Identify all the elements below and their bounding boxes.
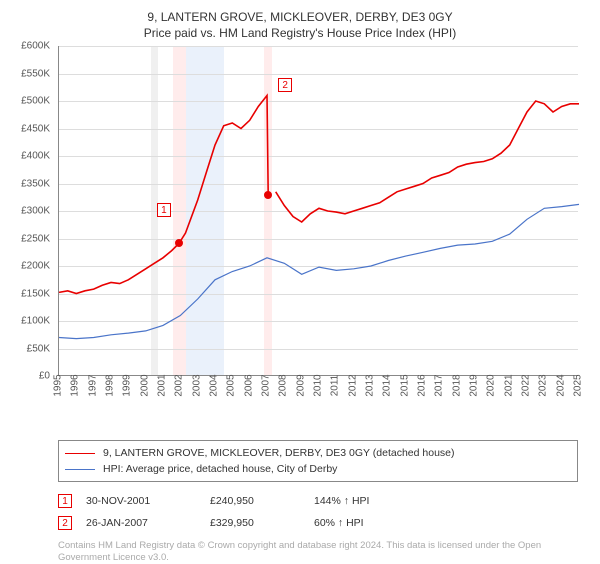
- y-axis-label: £0: [14, 371, 50, 382]
- y-axis-label: £50K: [14, 343, 50, 354]
- sale-row: 1 30-NOV-2001 £240,950 144% ↑ HPI: [58, 490, 578, 512]
- chart-marker-box: 1: [157, 203, 171, 217]
- chart-marker-box: 2: [278, 78, 292, 92]
- sales-list: 1 30-NOV-2001 £240,950 144% ↑ HPI 2 26-JAN-20…: [58, 490, 578, 534]
- y-axis-label: £200K: [14, 261, 50, 272]
- chart-area: £0 £50K £100K £150K £200K £250K £300K £350K £400…: [14, 46, 586, 406]
- x-axis-label: 2006: [243, 374, 254, 396]
- sale-marker: 2: [58, 516, 72, 530]
- x-axis-label: 2014: [382, 374, 393, 396]
- footnote: Contains HM Land Registry data © Crown c…: [58, 540, 578, 564]
- series-line: [276, 101, 579, 222]
- x-axis-label: 1999: [122, 374, 133, 396]
- legend-box: 9, LANTERN GROVE, MICKLEOVER, DERBY, DE3…: [58, 440, 578, 482]
- x-axis-label: 2008: [278, 374, 289, 396]
- y-axis-label: £600K: [14, 41, 50, 52]
- x-axis-label: 2004: [209, 374, 220, 396]
- y-axis-label: £400K: [14, 151, 50, 162]
- y-axis-label: £250K: [14, 233, 50, 244]
- x-axis-label: 2024: [555, 374, 566, 396]
- sale-marker: 1: [58, 494, 72, 508]
- chart-title-sub: Price paid vs. HM Land Registry's House …: [14, 26, 586, 40]
- x-axis-label: 2013: [365, 374, 376, 396]
- legend-item: 9, LANTERN GROVE, MICKLEOVER, DERBY, DE3…: [65, 445, 571, 461]
- sale-hpi-pct: 144% ↑ HPI: [314, 495, 414, 507]
- plot-region: 12: [58, 46, 578, 376]
- legend-label: HPI: Average price, detached house, City…: [103, 463, 337, 475]
- y-axis-label: £450K: [14, 123, 50, 134]
- x-axis-label: 1996: [70, 374, 81, 396]
- series-line: [59, 96, 268, 294]
- sale-row: 2 26-JAN-2007 £329,950 60% ↑ HPI: [58, 512, 578, 534]
- x-axis-label: 2022: [521, 374, 532, 396]
- x-axis-label: 2012: [347, 374, 358, 396]
- sale-price: £329,950: [210, 517, 300, 529]
- x-axis-label: 1997: [87, 374, 98, 396]
- x-axis-label: 1998: [105, 374, 116, 396]
- y-axis-label: £550K: [14, 68, 50, 79]
- chart-title-address: 9, LANTERN GROVE, MICKLEOVER, DERBY, DE3…: [14, 10, 586, 24]
- x-axis-label: 2019: [469, 374, 480, 396]
- y-axis-label: £300K: [14, 206, 50, 217]
- x-axis-label: 2003: [191, 374, 202, 396]
- x-axis-label: 2020: [486, 374, 497, 396]
- x-axis-label: 2007: [261, 374, 272, 396]
- x-axis-label: 2017: [434, 374, 445, 396]
- sale-date: 26-JAN-2007: [86, 517, 196, 529]
- sale-date: 30-NOV-2001: [86, 495, 196, 507]
- x-axis-label: 2005: [226, 374, 237, 396]
- y-axis-label: £500K: [14, 96, 50, 107]
- x-axis-label: 2011: [330, 375, 341, 397]
- y-axis-label: £150K: [14, 288, 50, 299]
- chart-marker-dot: [264, 191, 272, 199]
- x-axis-label: 2002: [174, 374, 185, 396]
- x-axis-label: 2015: [399, 374, 410, 396]
- chart-marker-dot: [175, 239, 183, 247]
- legend-swatch: [65, 453, 95, 454]
- x-axis-label: 2009: [295, 374, 306, 396]
- y-axis-label: £350K: [14, 178, 50, 189]
- sale-hpi-pct: 60% ↑ HPI: [314, 517, 414, 529]
- legend-item: HPI: Average price, detached house, City…: [65, 461, 571, 477]
- series-line: [59, 204, 579, 338]
- x-axis-label: 1995: [53, 374, 64, 396]
- x-axis-label: 2010: [313, 374, 324, 396]
- x-axis-label: 2000: [139, 374, 150, 396]
- sale-price: £240,950: [210, 495, 300, 507]
- y-axis-label: £100K: [14, 316, 50, 327]
- x-axis-label: 2025: [573, 374, 584, 396]
- x-axis-label: 2018: [451, 374, 462, 396]
- x-axis-label: 2001: [157, 374, 168, 396]
- x-axis-label: 2021: [503, 374, 514, 396]
- legend-label: 9, LANTERN GROVE, MICKLEOVER, DERBY, DE3…: [103, 447, 455, 459]
- legend-swatch: [65, 469, 95, 470]
- x-axis-label: 2016: [417, 374, 428, 396]
- x-axis-label: 2023: [538, 374, 549, 396]
